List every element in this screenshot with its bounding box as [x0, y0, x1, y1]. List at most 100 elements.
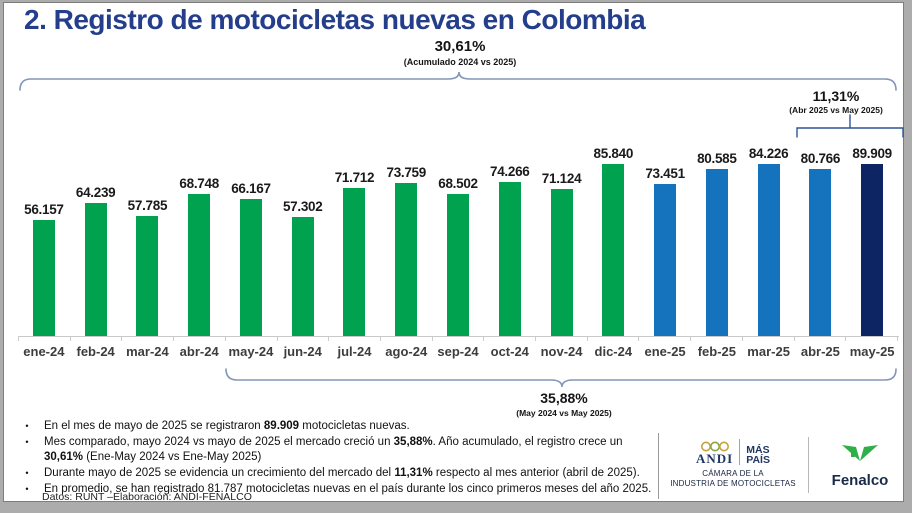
brace-bottom-icon	[225, 368, 897, 388]
bar-column: 80.766	[794, 146, 846, 336]
slide: 2. Registro de motocicletas nuevas en Co…	[3, 2, 906, 503]
x-axis-label: mar-24	[126, 344, 169, 359]
fenalco-name: Fenalco	[831, 472, 889, 489]
annotation-yoy-caption: (May 2024 vs May 2025)	[516, 408, 612, 418]
bullet-dot: •	[25, 468, 29, 478]
bar-column: 80.585	[691, 146, 743, 336]
bar-value-label: 66.167	[231, 181, 271, 196]
bar-dic-24	[602, 164, 625, 336]
andi-sep-line	[739, 439, 741, 465]
x-axis-label: feb-24	[76, 344, 115, 359]
axis-tick	[278, 337, 330, 341]
bar-column: 56.157	[18, 146, 70, 336]
bar-value-label: 80.766	[800, 151, 841, 166]
bullet-item: • Durante mayo de 2025 se evidencia un cr…	[10, 466, 662, 481]
bar-feb-25	[705, 169, 728, 336]
bar-value-label: 84.226	[748, 146, 789, 161]
bar-mar-25	[757, 164, 780, 336]
bar-value-label: 68.502	[438, 176, 478, 191]
andi-caption: CÁMARA DE LA INDUSTRIA DE MOTOCICLETAS	[660, 469, 806, 489]
x-axis-ticks	[18, 337, 898, 341]
x-axis-label: dic-24	[594, 344, 633, 359]
bar-jul-24	[343, 188, 366, 336]
bar-value-label: 80.585	[697, 151, 737, 166]
annotation-mom-caption: (Abr 2025 vs May 2025)	[789, 105, 883, 115]
axis-tick	[71, 337, 123, 341]
x-axis-label: sep-24	[437, 344, 479, 359]
bar-abr-24	[188, 194, 211, 336]
bar-column: 57.785	[122, 146, 174, 336]
axis-tick	[588, 337, 640, 341]
bullet-item: • En el mes de mayo de 2025 se registraro…	[10, 419, 662, 434]
bar-column: 84.226	[743, 146, 795, 336]
x-axis-label: oct-24	[490, 344, 529, 359]
axis-tick	[18, 337, 71, 341]
x-axis-label: abr-24	[179, 344, 219, 359]
logo-divider	[808, 437, 809, 493]
bar-ago-24	[395, 183, 418, 336]
bar-column: 74.266	[484, 146, 536, 336]
bullet-dot: •	[25, 421, 29, 431]
x-axis-line	[18, 336, 899, 337]
bar-column: 68.502	[432, 146, 484, 336]
andi-rings-icon	[700, 441, 729, 452]
x-axis-label: may-25	[849, 344, 895, 359]
axis-tick	[226, 337, 278, 341]
bar-value-label: 56.157	[24, 202, 64, 217]
x-axis-label: may-24	[228, 344, 274, 359]
bar-column: 89.909	[846, 146, 898, 336]
x-axis-label: ene-25	[644, 344, 686, 359]
annotation-accumulated: 30,61% (Acumulado 2024 vs 2025)	[310, 38, 610, 67]
axis-tick	[743, 337, 795, 341]
data-source: Datos: RUNT –Elaboración: ANDI-FENALCO	[42, 491, 252, 503]
bar-value-label: 74.266	[490, 164, 530, 179]
axis-tick	[639, 337, 692, 341]
bar-oct-24	[498, 182, 521, 336]
bullets-logos-divider	[658, 433, 659, 499]
bullet-text: En promedio, se han registrado 81.787 mo…	[44, 483, 652, 495]
bar-value-label: 71.712	[334, 170, 375, 185]
bar-column: 66.167	[225, 146, 277, 336]
x-axis-label: ago-24	[385, 344, 428, 359]
bar-value-label: 68.748	[179, 176, 219, 191]
bar-column: 64.239	[70, 146, 122, 336]
axis-tick	[484, 337, 537, 341]
axis-tick	[122, 337, 175, 341]
page-title: 2. Registro de motocicletas nuevas en Co…	[24, 4, 646, 35]
bullet-dot: •	[25, 484, 29, 494]
bar-value-label: 64.239	[75, 185, 116, 200]
bar-mar-24	[136, 216, 159, 336]
x-axis-label: feb-25	[697, 344, 736, 359]
bar-column: 57.302	[277, 146, 329, 336]
andi-caption-line2: INDUSTRIA DE MOTOCICLETAS	[670, 479, 796, 488]
bar-abr-25	[809, 169, 832, 336]
bar-value-label: 57.302	[282, 199, 323, 214]
bullet-item: • Mes comparado, mayo 2024 vs mayo de 202…	[10, 435, 662, 465]
annotation-accumulated-caption: (Acumulado 2024 vs 2025)	[403, 57, 517, 67]
axis-tick	[433, 337, 485, 341]
bar-value-label: 85.840	[593, 146, 634, 161]
bullet-dot: •	[25, 437, 29, 447]
x-axis-label: jun-24	[283, 344, 322, 359]
bar-value-label: 73.759	[386, 165, 426, 180]
bar-value-label: 57.785	[127, 198, 168, 213]
bar-value-label: 71.124	[541, 171, 582, 186]
axis-tick	[846, 337, 898, 341]
andi-logo: ANDI MÁS PAÍS CÁMARA DE LA INDUSTRIA DE …	[660, 439, 806, 489]
bar-ene-25	[654, 184, 677, 336]
bullet-text: En el mes de mayo de 2025 se registraron…	[44, 420, 410, 432]
andi-caption-line1: CÁMARA DE LA	[702, 469, 764, 478]
bullets-list: • En el mes de mayo de 2025 se registraro…	[10, 419, 662, 498]
bar-column: 68.748	[173, 146, 225, 336]
annotation-yoy-value: 35,88%	[540, 390, 588, 406]
bar-may-25	[861, 164, 884, 336]
bar-feb-24	[84, 203, 107, 336]
fenalco-logo: Fenalco	[814, 439, 906, 489]
bar-jun-24	[291, 217, 314, 336]
x-axis-label: mar-25	[747, 344, 790, 359]
bar-column: 73.759	[380, 146, 432, 336]
fenalco-wings-icon	[842, 445, 878, 461]
bar-value-label: 73.451	[645, 166, 685, 181]
bars-row: 56.157 64.239 57.785 68.748 66.167 57.302 71.7…	[18, 146, 898, 336]
